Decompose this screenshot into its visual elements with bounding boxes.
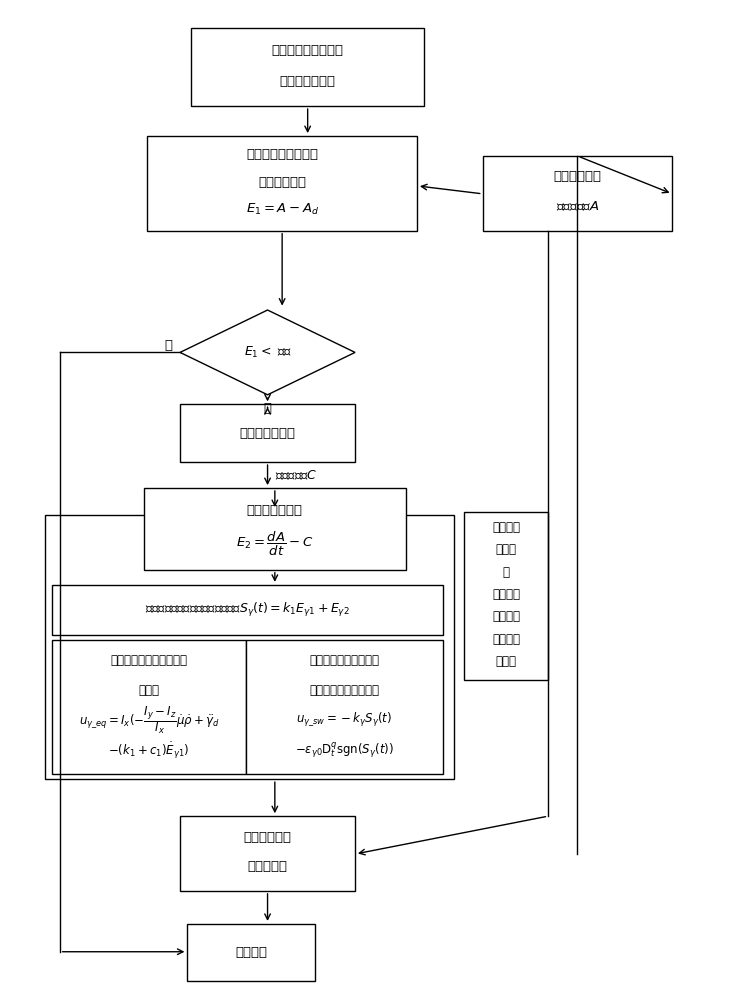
Text: $E_2 = \dfrac{dA}{dt} - C$: $E_2 = \dfrac{dA}{dt} - C$ <box>236 530 313 558</box>
Text: 第一步反步控制: 第一步反步控制 <box>239 427 296 440</box>
FancyBboxPatch shape <box>147 136 417 231</box>
Text: 步控制: 步控制 <box>496 543 517 556</box>
Text: 律（以滚转角为例）：: 律（以滚转角为例）： <box>309 684 379 697</box>
Text: 虚拟控制量$C$: 虚拟控制量$C$ <box>274 469 317 483</box>
Text: 等效控制律（以滚转角为: 等效控制律（以滚转角为 <box>111 654 187 667</box>
Text: 四旋翼无人机未态期: 四旋翼无人机未态期 <box>272 44 343 57</box>
Text: 实时姿态角$A$: 实时姿态角$A$ <box>556 200 600 213</box>
Text: 制律的滑: 制律的滑 <box>493 633 520 646</box>
Text: 基于分数阶的切换控制: 基于分数阶的切换控制 <box>309 654 379 667</box>
FancyBboxPatch shape <box>180 404 355 462</box>
Text: 四旋翼无人机: 四旋翼无人机 <box>553 170 602 183</box>
Text: 例）：: 例）： <box>138 684 160 697</box>
Text: 即: 即 <box>503 566 510 579</box>
Text: $E_1 = A - A_d$: $E_1 = A - A_d$ <box>245 202 318 217</box>
FancyBboxPatch shape <box>482 156 672 231</box>
FancyBboxPatch shape <box>180 816 355 891</box>
Text: 第二次误差分析: 第二次误差分析 <box>247 504 303 517</box>
FancyBboxPatch shape <box>45 515 454 779</box>
FancyBboxPatch shape <box>187 924 315 981</box>
Text: 是: 是 <box>165 339 173 352</box>
FancyBboxPatch shape <box>191 28 425 106</box>
Text: $-\varepsilon_{\gamma 0}\mathrm{D}^q_t\mathrm{sgn}(S_{\gamma}(t))$: $-\varepsilon_{\gamma 0}\mathrm{D}^q_t\m… <box>294 741 394 760</box>
Text: $E_1 <$ 阈值: $E_1 <$ 阈值 <box>244 345 291 360</box>
Polygon shape <box>180 310 355 395</box>
Text: 第一次误差分析（以: 第一次误差分析（以 <box>246 148 318 161</box>
Text: 望高度与姿态角: 望高度与姿态角 <box>280 75 336 88</box>
Text: $-(k_1+c_1)\dot{E}_{\gamma 1})$: $-(k_1+c_1)\dot{E}_{\gamma 1})$ <box>108 740 190 761</box>
Text: 动力学模型: 动力学模型 <box>247 860 288 873</box>
FancyBboxPatch shape <box>53 585 443 635</box>
FancyBboxPatch shape <box>53 640 246 774</box>
Text: 基于分数: 基于分数 <box>493 588 520 601</box>
Text: 选取滑模面为（以滚转角为例）：$S_{\gamma}(t)=k_1E_{\gamma 1}+E_{\gamma 2}$: 选取滑模面为（以滚转角为例）：$S_{\gamma}(t)=k_1E_{\gam… <box>145 601 350 619</box>
Text: 模控制: 模控制 <box>496 655 517 668</box>
Text: 四旋翼无人机: 四旋翼无人机 <box>244 831 291 844</box>
FancyBboxPatch shape <box>246 640 443 774</box>
Text: $u_{\gamma\_sw}=-k_{\gamma}S_{\gamma}(t)$: $u_{\gamma\_sw}=-k_{\gamma}S_{\gamma}(t)… <box>296 711 392 729</box>
Text: 系统稳定: 系统稳定 <box>235 946 267 959</box>
Text: 否: 否 <box>264 402 272 415</box>
Text: $u_{\gamma\_eq}=I_x(-\dfrac{I_y-I_z}{I_x}\dot{\mu}\dot{\rho}+\ddot{\gamma}_d$: $u_{\gamma\_eq}=I_x(-\dfrac{I_y-I_z}{I_x… <box>78 704 220 736</box>
FancyBboxPatch shape <box>143 488 406 570</box>
FancyBboxPatch shape <box>464 512 548 680</box>
Text: 第二步反: 第二步反 <box>493 521 520 534</box>
Text: 姿态角为例）: 姿态角为例） <box>258 176 306 189</box>
Text: 阶切换控: 阶切换控 <box>493 610 520 623</box>
